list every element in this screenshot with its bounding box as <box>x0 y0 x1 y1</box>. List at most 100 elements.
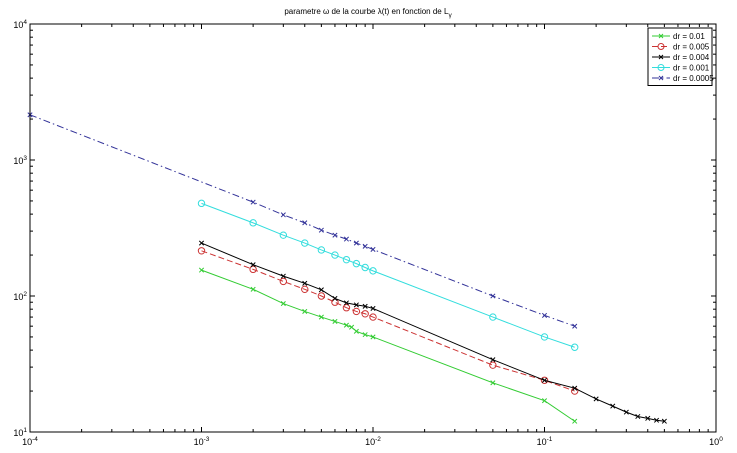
marker-stroke <box>362 243 368 249</box>
series-line <box>201 202 575 348</box>
legend-label: dr = 0.0005 <box>673 74 714 83</box>
data-point <box>342 304 351 312</box>
data-point <box>250 199 256 205</box>
data-point <box>331 251 339 259</box>
data-point <box>541 312 548 318</box>
data-point <box>198 240 205 246</box>
legend-marker <box>658 75 664 81</box>
tick-base: 10 <box>709 437 719 447</box>
data-point <box>343 322 349 328</box>
marker-stroke <box>370 246 376 252</box>
data-point <box>490 380 496 386</box>
series-0 <box>198 267 578 424</box>
data-point <box>317 246 326 254</box>
tick-exponent: 0 <box>719 436 723 443</box>
marker-stroke <box>572 418 578 424</box>
series-3 <box>197 199 579 351</box>
data-point <box>490 293 496 299</box>
tick-exponent: 1 <box>23 427 27 434</box>
data-point <box>370 305 376 311</box>
data-point <box>645 415 651 421</box>
data-point <box>369 267 377 275</box>
y-tick-label: 101 <box>13 427 27 438</box>
legend-entry: dr = 0.0005 <box>652 74 714 83</box>
data-point <box>352 259 361 268</box>
marker-stroke <box>343 322 349 328</box>
data-point <box>197 199 206 208</box>
chart-title-main: parametre ω de la courbe λ(t) en fonctio… <box>284 7 449 16</box>
data-point <box>572 418 578 424</box>
data-point <box>489 313 497 321</box>
data-point <box>279 231 288 239</box>
marker-stroke <box>490 380 496 386</box>
tick-exponent: -2 <box>375 436 381 443</box>
legend-marker <box>658 33 664 39</box>
series-4 <box>27 112 578 329</box>
series-2 <box>198 240 667 424</box>
marker-stroke <box>302 220 308 226</box>
tick-base: 10 <box>13 156 23 166</box>
marker-stroke <box>645 415 651 421</box>
plot-background <box>30 24 716 432</box>
marker-stroke <box>572 385 578 391</box>
legend-marker <box>657 64 665 71</box>
data-point <box>353 240 359 246</box>
data-point <box>302 220 308 226</box>
marker-stroke <box>198 240 205 246</box>
marker-stroke <box>318 314 324 320</box>
data-point <box>352 307 361 316</box>
tick-exponent: 4 <box>23 19 27 26</box>
data-point <box>302 308 308 314</box>
data-point <box>623 409 629 415</box>
data-point <box>302 280 308 286</box>
data-point <box>361 310 369 318</box>
marker-stroke <box>343 300 349 306</box>
legend-entry: dr = 0.005 <box>652 43 710 52</box>
data-point <box>279 277 288 286</box>
tick-base: 10 <box>194 437 204 447</box>
marker-stroke <box>661 418 667 424</box>
data-point <box>280 212 286 218</box>
data-point <box>610 403 616 409</box>
marker-stroke <box>490 293 496 299</box>
marker-stroke <box>541 398 548 404</box>
y-tick-label: 104 <box>13 19 27 30</box>
legend-entry: dr = 0.001 <box>652 64 710 73</box>
series-layer <box>27 112 667 424</box>
legend-label: dr = 0.005 <box>673 43 710 52</box>
data-point <box>572 323 578 329</box>
marker-stroke <box>362 303 368 309</box>
data-point <box>362 243 368 249</box>
plot-area <box>30 24 716 432</box>
marker-stroke <box>658 75 664 81</box>
marker-stroke <box>593 396 599 402</box>
data-point <box>490 357 496 363</box>
marker-stroke <box>353 240 359 246</box>
data-point <box>249 265 257 274</box>
tick-base: 10 <box>365 437 375 447</box>
tick-base: 10 <box>13 428 23 438</box>
marker-stroke <box>250 262 256 268</box>
data-point <box>540 376 549 384</box>
data-point <box>661 418 667 424</box>
data-point <box>318 227 324 233</box>
data-point <box>370 334 376 340</box>
data-point <box>280 273 286 279</box>
data-point <box>318 287 324 293</box>
data-point <box>653 417 660 423</box>
data-point <box>250 262 256 268</box>
data-point <box>342 255 351 264</box>
x-tick-label: 10-3 <box>194 436 210 447</box>
marker-stroke <box>280 212 286 218</box>
data-point <box>541 377 548 383</box>
data-point <box>572 385 578 391</box>
series-line <box>201 242 665 422</box>
data-point <box>635 413 641 420</box>
marker-stroke <box>349 324 355 330</box>
data-point <box>353 302 359 308</box>
marker-stroke <box>280 300 286 307</box>
marker-stroke <box>490 357 496 363</box>
series-line <box>201 269 575 422</box>
data-point <box>369 313 377 321</box>
marker-stroke <box>198 267 205 273</box>
